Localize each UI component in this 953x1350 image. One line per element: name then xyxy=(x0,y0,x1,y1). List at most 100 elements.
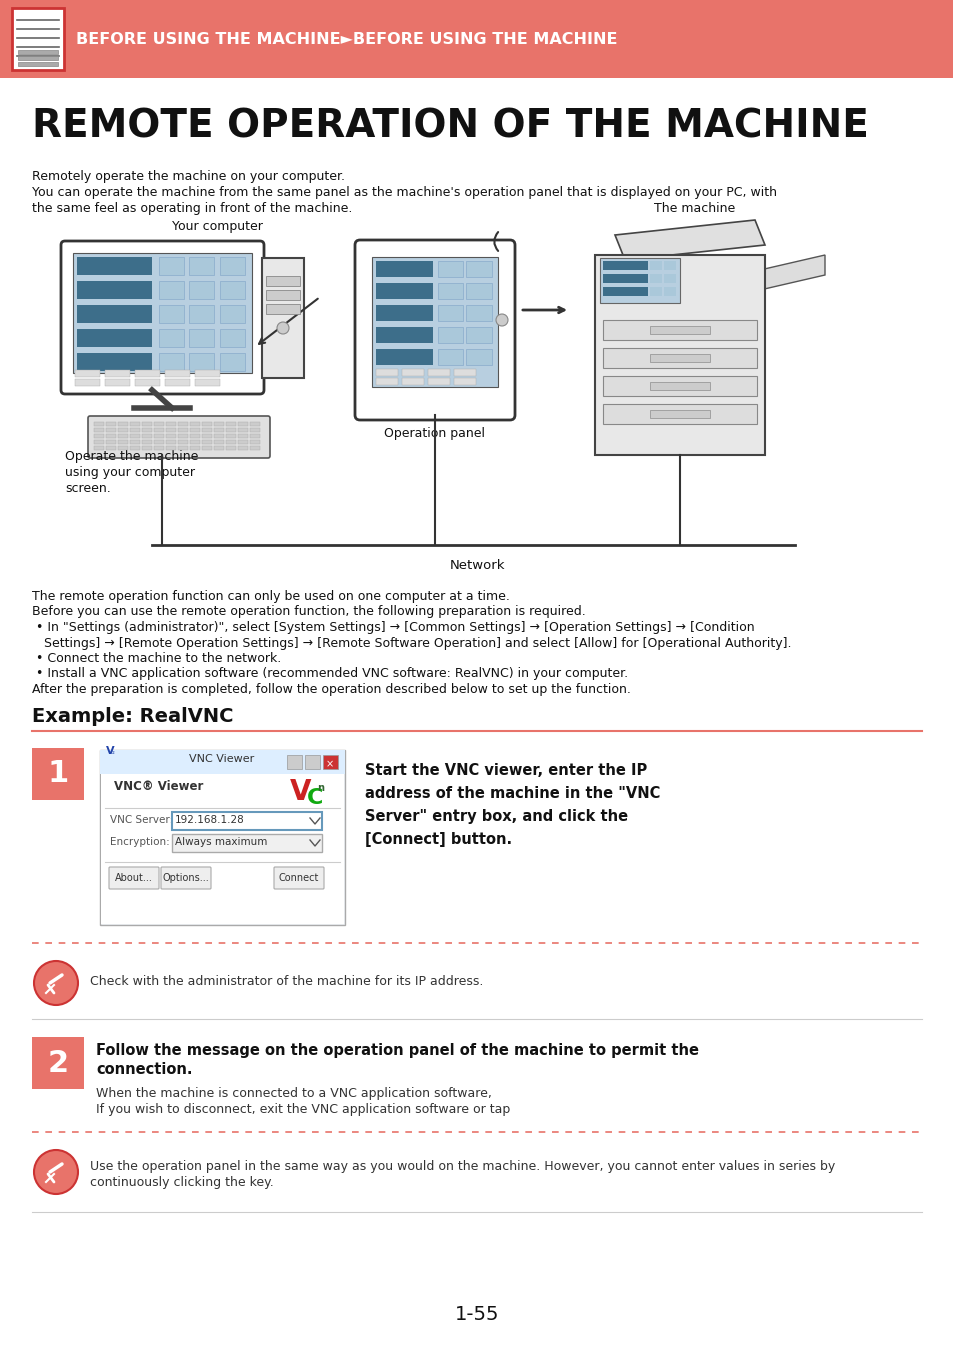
Bar xyxy=(599,258,679,302)
Bar xyxy=(178,423,188,427)
Bar xyxy=(226,423,235,427)
Bar xyxy=(663,261,676,270)
Bar xyxy=(250,423,260,427)
Bar xyxy=(142,428,152,432)
FancyBboxPatch shape xyxy=(355,240,515,420)
FancyBboxPatch shape xyxy=(61,242,264,394)
Bar xyxy=(649,288,661,296)
Circle shape xyxy=(34,961,78,1004)
Text: • Connect the machine to the network.: • Connect the machine to the network. xyxy=(32,652,281,666)
Bar xyxy=(454,369,476,377)
Bar xyxy=(118,428,128,432)
FancyBboxPatch shape xyxy=(274,867,324,890)
Bar xyxy=(649,261,661,270)
Bar xyxy=(75,370,100,377)
Bar xyxy=(142,423,152,427)
Bar xyxy=(118,423,128,427)
Text: The machine: The machine xyxy=(654,202,735,215)
Bar xyxy=(602,261,647,270)
Bar xyxy=(77,256,152,275)
Bar xyxy=(94,446,104,450)
Bar xyxy=(437,284,462,298)
Bar xyxy=(213,423,224,427)
Bar xyxy=(94,433,104,437)
Bar xyxy=(649,354,709,362)
Text: the same feel as operating in front of the machine.: the same feel as operating in front of t… xyxy=(32,202,352,215)
Bar xyxy=(466,350,491,365)
Bar xyxy=(18,62,58,66)
Bar xyxy=(305,755,319,770)
Text: • In "Settings (administrator)", select [System Settings] → [Common Settings] → : • In "Settings (administrator)", select … xyxy=(32,621,754,634)
Bar xyxy=(663,288,676,296)
Bar xyxy=(466,284,491,298)
Bar xyxy=(190,428,200,432)
Text: When the machine is connected to a VNC application software,: When the machine is connected to a VNC a… xyxy=(96,1087,492,1100)
Bar xyxy=(166,446,175,450)
Bar xyxy=(250,446,260,450)
Bar xyxy=(237,428,248,432)
Bar xyxy=(226,446,235,450)
Bar xyxy=(595,255,764,455)
Text: Check with the administrator of the machine for its IP address.: Check with the administrator of the mach… xyxy=(90,975,483,988)
Bar xyxy=(202,440,212,444)
Bar xyxy=(159,256,184,275)
Bar xyxy=(219,281,245,298)
Bar xyxy=(323,755,337,770)
Bar xyxy=(142,446,152,450)
Bar xyxy=(375,305,433,321)
Bar xyxy=(466,261,491,277)
Text: Before you can use the remote operation function, the following preparation is r: Before you can use the remote operation … xyxy=(32,606,585,618)
Text: Connect: Connect xyxy=(278,873,319,883)
Bar xyxy=(437,261,462,277)
Bar xyxy=(159,281,184,298)
Text: Follow the message on the operation panel of the machine to permit the: Follow the message on the operation pane… xyxy=(96,1044,699,1058)
Bar xyxy=(237,423,248,427)
Bar xyxy=(602,348,757,369)
Polygon shape xyxy=(615,220,764,261)
Text: REMOTE OPERATION OF THE MACHINE: REMOTE OPERATION OF THE MACHINE xyxy=(32,108,868,146)
Bar xyxy=(663,274,676,284)
Bar xyxy=(18,55,58,59)
Bar xyxy=(237,433,248,437)
Text: Server" entry box, and click the: Server" entry box, and click the xyxy=(365,809,627,824)
Bar xyxy=(106,433,116,437)
Bar xyxy=(106,446,116,450)
Bar xyxy=(437,327,462,343)
Bar xyxy=(226,428,235,432)
Bar xyxy=(189,329,214,347)
Bar xyxy=(428,369,450,377)
Text: Your computer: Your computer xyxy=(172,220,262,234)
Bar xyxy=(159,352,184,371)
Text: Operation panel: Operation panel xyxy=(384,427,485,440)
Bar xyxy=(250,433,260,437)
Bar xyxy=(77,305,152,323)
Bar xyxy=(100,751,345,925)
Bar xyxy=(178,428,188,432)
Text: Encryption:: Encryption: xyxy=(110,837,170,846)
Bar xyxy=(165,379,190,386)
Bar xyxy=(118,440,128,444)
Bar xyxy=(153,423,164,427)
Bar xyxy=(190,423,200,427)
Text: Use the operation panel in the same way as you would on the machine. However, yo: Use the operation panel in the same way … xyxy=(90,1160,835,1173)
Bar xyxy=(130,428,140,432)
Bar xyxy=(194,370,220,377)
Bar xyxy=(105,379,130,386)
Circle shape xyxy=(496,315,507,325)
Bar xyxy=(375,284,433,298)
Text: Settings] → [Remote Operation Settings] → [Remote Software Operation] and select: Settings] → [Remote Operation Settings] … xyxy=(32,636,791,649)
Bar xyxy=(375,369,397,377)
Bar xyxy=(94,423,104,427)
Text: n: n xyxy=(316,783,324,792)
Bar xyxy=(142,433,152,437)
Bar xyxy=(226,433,235,437)
Bar xyxy=(189,305,214,323)
Bar xyxy=(466,327,491,343)
Bar xyxy=(437,305,462,321)
Text: 192.168.1.28: 192.168.1.28 xyxy=(174,815,245,825)
Bar xyxy=(219,329,245,347)
Text: • Install a VNC application software (recommended VNC software: RealVNC) in your: • Install a VNC application software (re… xyxy=(32,667,627,680)
Bar xyxy=(94,428,104,432)
Circle shape xyxy=(276,323,289,333)
Bar xyxy=(190,440,200,444)
